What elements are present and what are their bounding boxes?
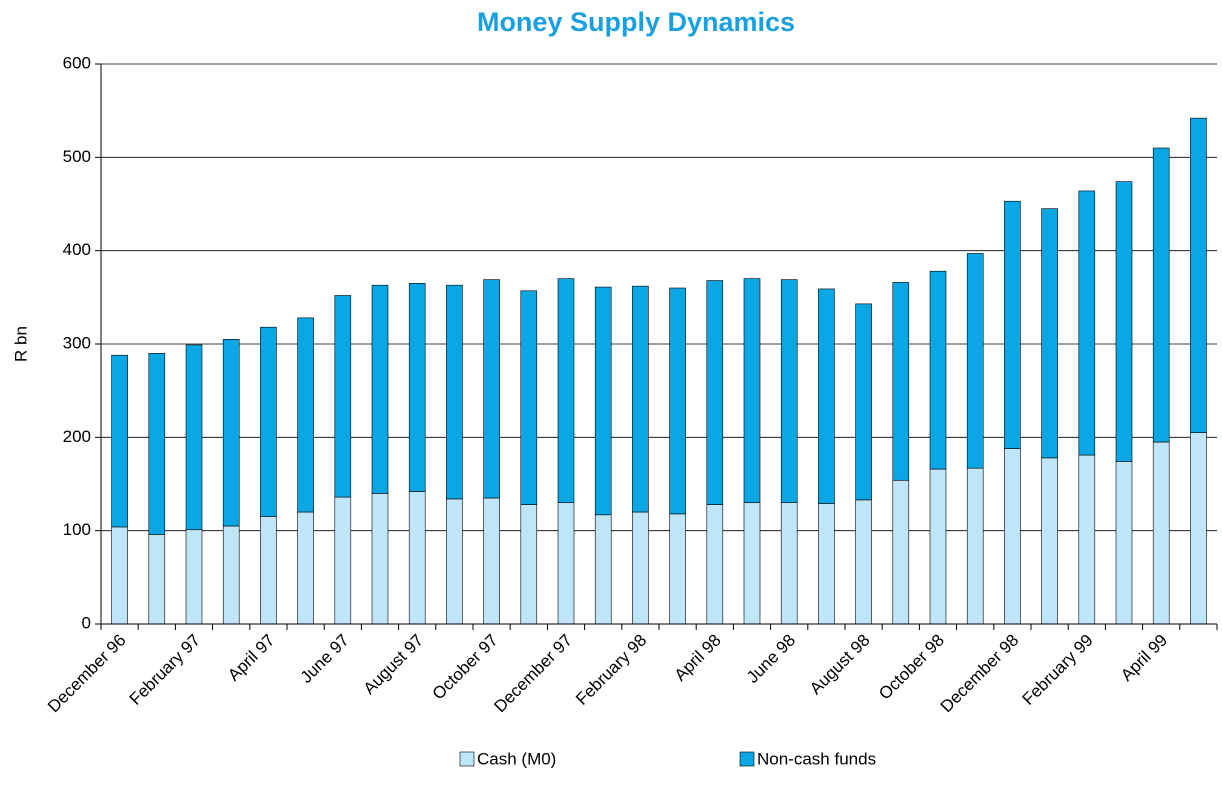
y-tick-label: 200	[63, 427, 91, 446]
x-tick-label: December 97	[490, 631, 576, 717]
bar-segment	[408, 491, 426, 625]
bar-segment	[632, 511, 649, 625]
bar-segment	[520, 504, 538, 625]
bar-segment	[1190, 117, 1207, 433]
legend-swatch	[739, 751, 755, 767]
bar-segment	[1115, 181, 1133, 462]
bar-segment	[408, 283, 426, 492]
y-tick-label: 0	[82, 613, 91, 632]
bar-segment	[334, 295, 352, 498]
bar-segment	[855, 303, 872, 501]
x-tick-label: December 98	[937, 631, 1023, 717]
bar-segment	[260, 516, 277, 625]
bar-segment	[929, 468, 947, 625]
bar-segment	[818, 503, 835, 625]
bar-segment	[966, 467, 984, 625]
bar-segment	[1078, 454, 1096, 625]
bar-segment	[297, 511, 314, 625]
bar-segment	[1041, 208, 1058, 459]
bar-segment	[334, 496, 352, 625]
legend-swatch	[459, 751, 475, 767]
x-tick-label: December 96	[44, 631, 130, 717]
bar-segment	[371, 284, 389, 494]
y-tick-label: 500	[63, 147, 91, 166]
y-tick-label: 300	[63, 333, 91, 352]
y-tick-label: 400	[63, 240, 91, 259]
x-tick-label: August 98	[806, 631, 874, 699]
bar-segment	[185, 344, 203, 531]
bar-segment	[371, 493, 389, 625]
legend-label: Non-cash funds	[757, 749, 876, 768]
bar-segment	[222, 525, 240, 625]
x-tick-label: August 97	[360, 631, 428, 699]
bar-segment	[446, 284, 463, 500]
legend-label: Cash (M0)	[477, 749, 556, 768]
bar-segment	[111, 354, 128, 528]
bar-segment	[1004, 448, 1021, 625]
bar-segment	[743, 502, 761, 625]
chart-title: Money Supply Dynamics	[477, 7, 795, 37]
bar-segment	[706, 504, 724, 625]
bar-segment	[818, 288, 835, 504]
bar-segment	[780, 502, 798, 625]
bar-segment	[446, 498, 463, 625]
bar-segment	[148, 534, 166, 625]
bar-segment	[520, 290, 538, 505]
x-tick-label: April 99	[1117, 631, 1171, 685]
bar-segment	[669, 287, 686, 515]
bar-segment	[855, 499, 872, 625]
bar-segment	[892, 282, 910, 481]
x-tick-label: October 98	[875, 631, 948, 704]
bar-segment	[706, 280, 724, 505]
bar-segment	[892, 479, 910, 625]
x-tick-label: February 98	[572, 631, 650, 709]
bar-segment	[1152, 147, 1170, 443]
bar-segment	[222, 339, 240, 527]
x-tick-label: April 98	[671, 631, 725, 685]
bar-segment	[1041, 457, 1058, 625]
y-axis-label: R bn	[11, 326, 30, 362]
bar-segment	[632, 285, 649, 513]
bar-segment	[743, 278, 761, 503]
bar-segment	[1190, 432, 1207, 625]
bar-segment	[185, 529, 203, 625]
bar-segment	[966, 253, 984, 469]
bar-segment	[780, 279, 798, 503]
bar-segment	[594, 514, 612, 625]
x-tick-label: October 97	[429, 631, 502, 704]
bar-segment	[297, 317, 314, 513]
bar-segment	[1004, 200, 1021, 449]
bar-segment	[1152, 441, 1170, 625]
x-tick-label: February 99	[1019, 631, 1097, 709]
x-tick-label: February 97	[126, 631, 204, 709]
x-tick-label: June 98	[743, 631, 799, 687]
bar-segment	[111, 526, 128, 625]
x-tick-label: June 97	[297, 631, 353, 687]
bar-segment	[557, 502, 575, 625]
bar-segment	[594, 286, 612, 516]
y-tick-label: 600	[63, 53, 91, 72]
bar-segment	[557, 278, 575, 503]
bar-segment	[148, 353, 166, 535]
bar-segment	[1078, 190, 1096, 456]
x-tick-label: April 97	[224, 631, 278, 685]
bar-segment	[929, 270, 947, 470]
bar-segment	[260, 326, 277, 517]
bar-segment	[483, 497, 500, 625]
bar-segment	[1115, 461, 1133, 625]
bar-segment	[669, 513, 686, 625]
y-tick-label: 100	[63, 520, 91, 539]
bar-segment	[483, 279, 500, 499]
